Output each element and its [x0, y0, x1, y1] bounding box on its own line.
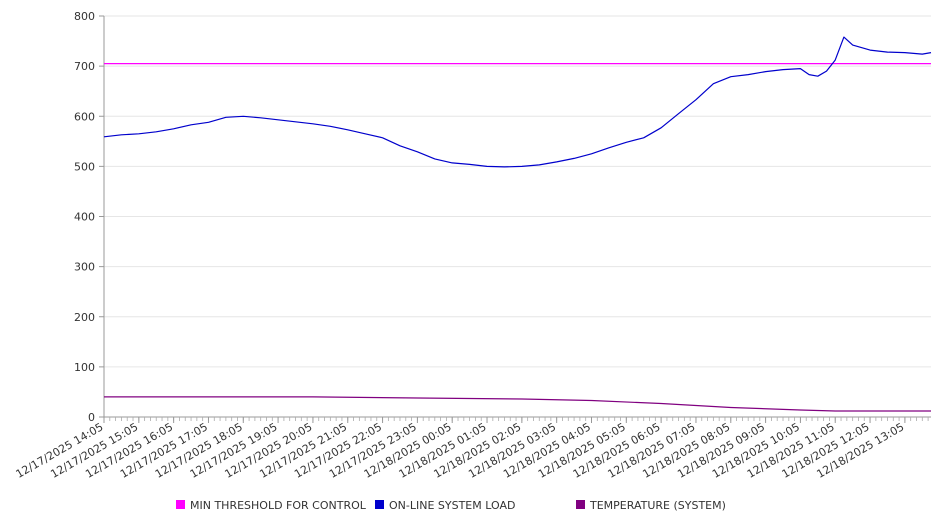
y-tick-label: 200	[74, 311, 95, 324]
legend-label: ON-LINE SYSTEM LOAD	[389, 499, 515, 512]
y-tick-label: 300	[74, 261, 95, 274]
y-tick-label: 100	[74, 361, 95, 374]
y-tick-label: 700	[74, 60, 95, 73]
y-tick-label: 0	[88, 411, 95, 424]
series-line-2	[103, 36, 932, 168]
y-tick-label: 600	[74, 110, 95, 123]
y-tick-label: 400	[74, 211, 95, 224]
series-layer	[103, 36, 932, 412]
legend-swatch	[576, 500, 585, 509]
legend-label: TEMPERATURE (SYSTEM)	[589, 499, 726, 512]
series-line-3	[104, 396, 931, 412]
legend-label: MIN THRESHOLD FOR CONTROL	[190, 499, 367, 512]
y-tick-label: 500	[74, 160, 95, 173]
legend-swatch	[375, 500, 384, 509]
legend-swatch	[176, 500, 185, 509]
y-tick-label: 800	[74, 10, 95, 23]
grid	[104, 15, 931, 368]
y-axis: 0 100 200 300 400 500 600 700 800	[74, 10, 105, 424]
legend: MIN THRESHOLD FOR CONTROL ON-LINE SYSTEM …	[176, 499, 726, 512]
